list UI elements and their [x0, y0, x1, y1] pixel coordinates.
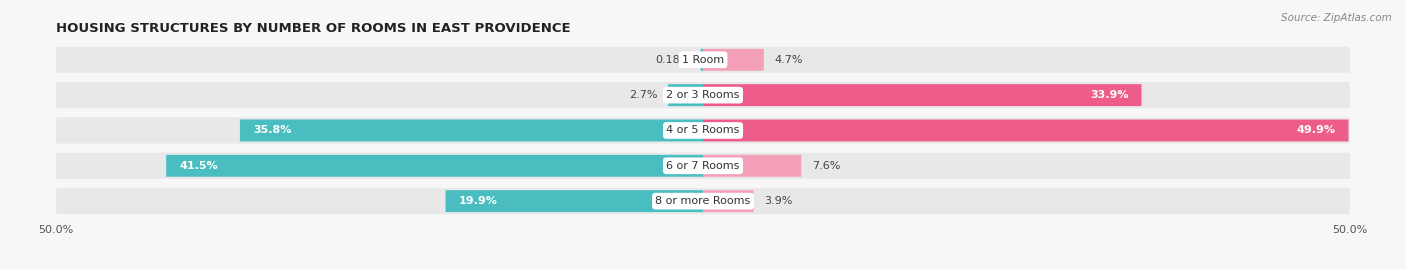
Text: 33.9%: 33.9% — [1090, 90, 1129, 100]
FancyBboxPatch shape — [240, 119, 703, 141]
FancyBboxPatch shape — [703, 155, 801, 177]
FancyBboxPatch shape — [56, 82, 1350, 108]
Text: Source: ZipAtlas.com: Source: ZipAtlas.com — [1281, 13, 1392, 23]
Text: 49.9%: 49.9% — [1296, 125, 1336, 136]
Text: 1 Room: 1 Room — [682, 55, 724, 65]
FancyBboxPatch shape — [446, 190, 703, 212]
FancyBboxPatch shape — [56, 47, 1350, 73]
FancyBboxPatch shape — [668, 84, 703, 106]
FancyBboxPatch shape — [56, 117, 1350, 144]
FancyBboxPatch shape — [703, 190, 754, 212]
Text: 7.6%: 7.6% — [811, 161, 839, 171]
Text: 4.7%: 4.7% — [775, 55, 803, 65]
FancyBboxPatch shape — [703, 119, 1348, 141]
FancyBboxPatch shape — [703, 49, 763, 71]
Text: 35.8%: 35.8% — [253, 125, 291, 136]
Text: 6 or 7 Rooms: 6 or 7 Rooms — [666, 161, 740, 171]
FancyBboxPatch shape — [56, 188, 1350, 214]
FancyBboxPatch shape — [700, 49, 703, 71]
Text: 41.5%: 41.5% — [179, 161, 218, 171]
Text: 8 or more Rooms: 8 or more Rooms — [655, 196, 751, 206]
Text: 0.18%: 0.18% — [655, 55, 690, 65]
Text: 4 or 5 Rooms: 4 or 5 Rooms — [666, 125, 740, 136]
Text: HOUSING STRUCTURES BY NUMBER OF ROOMS IN EAST PROVIDENCE: HOUSING STRUCTURES BY NUMBER OF ROOMS IN… — [56, 22, 571, 35]
FancyBboxPatch shape — [166, 155, 703, 177]
Text: 19.9%: 19.9% — [458, 196, 498, 206]
FancyBboxPatch shape — [703, 84, 1142, 106]
Text: 3.9%: 3.9% — [763, 196, 792, 206]
FancyBboxPatch shape — [56, 153, 1350, 179]
Text: 2.7%: 2.7% — [630, 90, 658, 100]
Text: 2 or 3 Rooms: 2 or 3 Rooms — [666, 90, 740, 100]
